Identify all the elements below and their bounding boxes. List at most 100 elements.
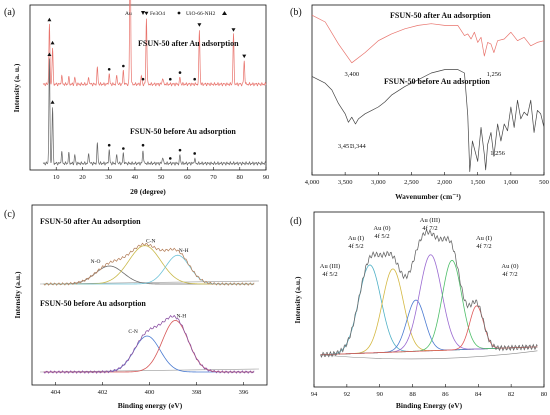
panel-b-after-label: FSUN-50 after Au adsorption xyxy=(390,11,491,20)
au4f-raw xyxy=(320,229,538,358)
xps-component-label: C-N xyxy=(146,239,156,245)
xps-envelope xyxy=(43,314,255,374)
uio-marker xyxy=(47,17,52,22)
fe3o4-marker xyxy=(122,147,125,150)
x-tick-label: 3,500 xyxy=(338,179,353,186)
panel-d-x-ticks: 94 92 90 88 86 84 82 80 xyxy=(311,384,548,398)
panel-b-frame xyxy=(311,4,545,176)
panel-b-label: (b) xyxy=(290,7,302,18)
x-tick-label: 3,000 xyxy=(371,179,386,186)
xps-component-label: N-H xyxy=(176,313,186,319)
au4f-peak-label-state: Au (III) xyxy=(320,263,340,270)
ftir-peak-label: 1,256 xyxy=(487,71,502,78)
x-tick-label: 4,000 xyxy=(305,179,320,186)
x-tick-label: 402 xyxy=(98,389,108,396)
panel-d-ylabel: Intensity (a.u.) xyxy=(293,276,302,323)
ftir-peak-label: 3,400 xyxy=(344,71,359,78)
x-tick-label: 20 xyxy=(79,174,86,181)
xps-component-label: N-H xyxy=(179,248,189,254)
panel-a-x-ticks: 10 20 30 40 50 60 70 80 90 xyxy=(53,167,269,181)
au4f-peak-label-orbital: 4f 7/2 xyxy=(476,243,491,250)
panel-b-series xyxy=(311,14,545,172)
x-tick-label: 90 xyxy=(376,391,383,398)
panel-b-before-label: FSUN-50 before Au adsorption xyxy=(384,77,490,86)
xps-component-2 xyxy=(43,254,255,285)
panel-a-label: (a) xyxy=(4,7,15,18)
au4f-peak-label-state: Au (0) xyxy=(501,263,518,270)
fe3o4-marker xyxy=(193,77,196,81)
x-tick-label: 40 xyxy=(132,174,139,181)
fe3o4-marker xyxy=(178,148,182,152)
x-tick-label: 1,500 xyxy=(470,179,485,186)
xrd-series-0 xyxy=(42,0,267,87)
fe3o4-marker xyxy=(107,143,111,147)
panel-a-frame xyxy=(29,4,267,171)
legend-uio: UiO-66-NH2 xyxy=(186,11,216,17)
xps-component-0 xyxy=(43,335,255,373)
panel-d-peak-labels: Au (III)4f 5/2Au (I)4f 5/2Au (0)4f 5/2Au… xyxy=(320,217,519,278)
x-tick-label: 400 xyxy=(145,389,155,396)
panel-c-xps-n1s: (c) 404 402 400 398 396 N-O C-N N-H C-N N-H FSUN… xyxy=(4,204,268,410)
panel-a-before-label: FSUN-50 before Au adsorption xyxy=(130,127,236,136)
x-tick-label: 92 xyxy=(344,391,351,398)
panel-b-ftir: (b) 4,000 3,500 3,000 2,500 2,000 1,500 1,000 5… xyxy=(290,4,549,201)
panel-d-xps-au4f: (d) 94 92 90 88 86 84 82 80 Au (III)4f 5/2Au (I… xyxy=(290,211,548,410)
panel-a-ylabel: Intensity (a. u.) xyxy=(12,63,21,112)
xps-background xyxy=(320,350,538,360)
legend-au: Au xyxy=(125,11,132,17)
panel-b-x-ticks: 4,000 3,500 3,000 2,500 2,000 1,500 1,000 500 xyxy=(305,172,549,186)
x-tick-label: 90 xyxy=(263,174,270,181)
ftir-series-0 xyxy=(311,14,545,64)
xps-envelope xyxy=(43,242,255,286)
x-tick-label: 60 xyxy=(184,174,191,181)
panel-c-ylabel: Intensity (a.u.) xyxy=(13,271,22,318)
ftir-peak-label: 1,256 xyxy=(490,150,505,157)
panel-c-xlabel: Binding energy (eV) xyxy=(118,401,183,410)
x-tick-label: 398 xyxy=(192,389,202,396)
ftir-peak-label: 3,451 xyxy=(338,143,353,150)
x-tick-label: 94 xyxy=(311,391,318,398)
panel-c-series: N-O C-N N-H C-N N-H xyxy=(39,239,260,374)
x-tick-label: 70 xyxy=(210,174,217,181)
fe3o4-marker xyxy=(168,77,172,81)
x-tick-label: 10 xyxy=(53,174,60,181)
x-tick-label: 404 xyxy=(51,389,62,396)
fe3o4-marker xyxy=(107,68,111,71)
au4f-peak-label-orbital: 4f 5/2 xyxy=(348,243,363,250)
xps-raw xyxy=(43,315,255,374)
x-tick-label: 30 xyxy=(105,174,112,181)
xps-component-1 xyxy=(43,245,255,285)
au4f-component-1 xyxy=(320,268,538,356)
fe3o4-marker xyxy=(122,64,125,68)
fe3o4-marker xyxy=(178,71,182,74)
au-marker xyxy=(197,23,202,27)
fe3o4-marker xyxy=(141,143,145,147)
panel-a-legend: Au Fe3O4 UiO-66-NH2 xyxy=(125,11,227,17)
xps-component-label: N-O xyxy=(91,259,101,265)
x-tick-label: 50 xyxy=(158,174,165,181)
panel-a-series xyxy=(42,0,267,166)
panel-c-frame xyxy=(31,204,268,386)
legend-fe3o4: Fe3O4 xyxy=(150,11,165,17)
panel-b-xlabel: Wavenumber (cm⁻¹) xyxy=(395,192,461,201)
x-tick-label: 2,500 xyxy=(404,179,419,186)
panel-a-after-label: FSUN-50 after Au adsorption xyxy=(138,39,239,48)
legend-au-marker xyxy=(141,11,145,15)
fe3o4-marker xyxy=(168,157,172,160)
uio-marker xyxy=(50,40,55,45)
uio-marker xyxy=(47,52,52,56)
au4f-peak-label-state: Au (0) xyxy=(373,225,390,232)
au4f-peak-label-state: Au (I) xyxy=(476,235,492,242)
panel-d-series xyxy=(320,228,538,360)
x-tick-label: 396 xyxy=(239,389,250,396)
x-tick-label: 82 xyxy=(508,391,515,398)
x-tick-label: 88 xyxy=(409,391,416,398)
au-marker xyxy=(242,54,247,59)
panel-c-label: (c) xyxy=(4,209,15,220)
panel-c-after-title: FSUN-50 after Au adsorption xyxy=(40,217,141,226)
x-tick-label: 80 xyxy=(541,391,548,398)
au4f-peak-label-orbital: 4f 5/2 xyxy=(322,271,337,278)
x-tick-label: 80 xyxy=(237,174,244,181)
au4f-peak-label-orbital: 4f 5/2 xyxy=(374,233,389,240)
